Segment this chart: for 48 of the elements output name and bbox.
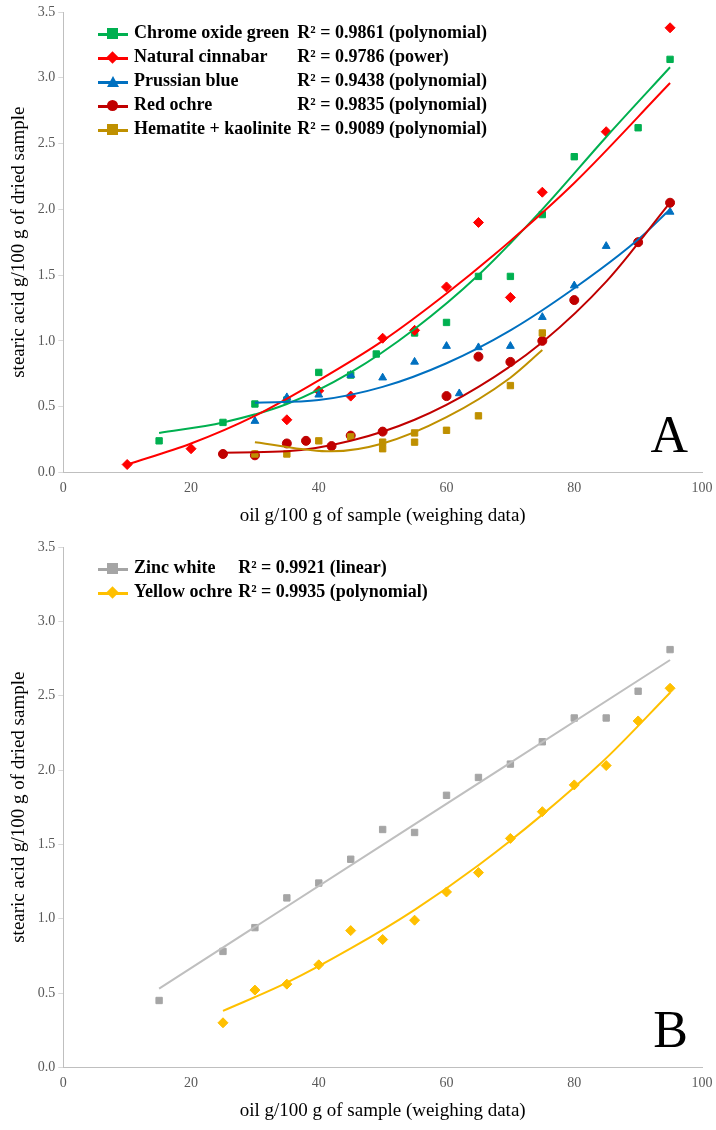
x-axis-title: oil g/100 g of sample (weighing data)	[239, 503, 526, 526]
y-tick-label: 0.5	[37, 398, 56, 414]
x-tick-label: 60	[439, 480, 454, 496]
annotation: R² = 0.9861 (polynomial)	[297, 21, 488, 44]
y-axis-title: stearic acid g/100 g of dried sample	[7, 106, 29, 378]
x-tick-label: 100	[691, 1075, 713, 1091]
y-axis-title: stearic acid g/100 g of dried sample	[7, 671, 29, 943]
annotation: R² = 0.9089 (polynomial)	[297, 117, 488, 140]
x-tick-label: 80	[567, 480, 582, 496]
y-tick-label: 2.0	[37, 200, 56, 216]
x-tick-label: 80	[567, 1075, 582, 1091]
x-tick-label: 100	[691, 480, 713, 496]
y-tick-label: 0.5	[37, 984, 56, 1000]
x-axis-title: oil g/100 g of sample (weighing data)	[239, 1098, 526, 1121]
y-tick-label: 1.5	[37, 836, 56, 852]
x-tick-label: 40	[311, 1075, 326, 1091]
y-tick-label: 1.5	[37, 266, 56, 282]
y-tick-label: 2.0	[37, 761, 56, 777]
annotation: R² = 0.9935 (polynomial)	[238, 580, 429, 603]
x-tick-label: 20	[184, 480, 199, 496]
y-tick-label: 3.0	[37, 69, 56, 85]
legend-label: Natural cinnabar	[134, 46, 268, 66]
y-tick-label: 3.5	[37, 538, 56, 554]
legend-label: Prussian blue	[134, 70, 239, 90]
x-tick-label: 40	[311, 480, 326, 496]
legend-label: Chrome oxide green	[134, 22, 290, 42]
y-tick-label: 1.0	[37, 910, 56, 926]
y-tick-label: 2.5	[37, 687, 56, 703]
legend-label: Hematite + kaolinite	[134, 118, 292, 138]
legend-label: Yellow ochre	[134, 581, 233, 601]
legend-label: Zinc white	[134, 557, 216, 577]
x-tick-label: 60	[439, 1075, 454, 1091]
x-tick-label: 0	[59, 480, 67, 496]
y-tick-label: 0.0	[37, 1059, 56, 1075]
annotation: R² = 0.9438 (polynomial)	[297, 69, 488, 92]
annotation: R² = 0.9786 (power)	[297, 45, 450, 68]
y-tick-label: 0.0	[37, 464, 56, 480]
text: B	[653, 1001, 688, 1059]
y-tick-label: 2.5	[37, 135, 56, 151]
x-tick-label: 0	[59, 1075, 67, 1091]
annotation: R² = 0.9835 (polynomial)	[297, 93, 488, 116]
annotation: R² = 0.9921 (linear)	[238, 556, 388, 579]
y-tick-label: 3.5	[37, 3, 56, 19]
y-tick-label: 1.0	[37, 332, 56, 348]
legend-label: Red ochre	[134, 94, 213, 114]
y-tick-label: 3.0	[37, 613, 56, 629]
text: A	[650, 406, 689, 464]
x-tick-label: 20	[184, 1075, 199, 1091]
